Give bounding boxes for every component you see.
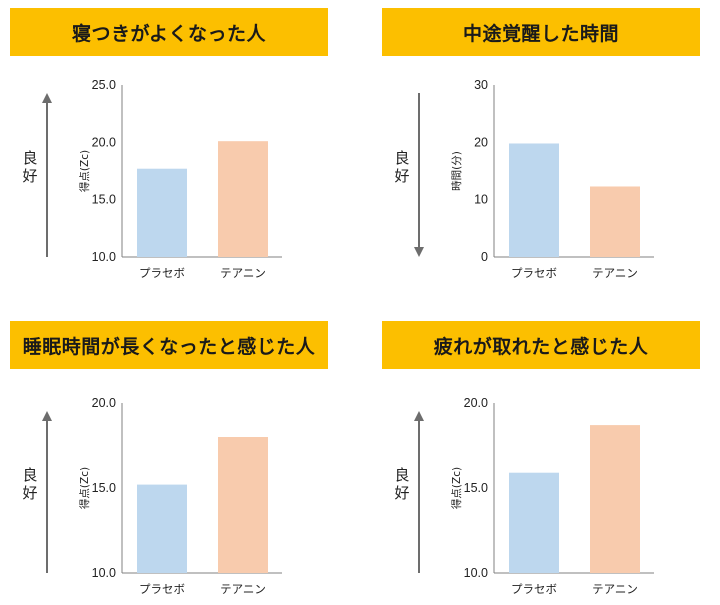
y-tick-label: 10	[474, 193, 488, 207]
chart-title: 中途覚醒した時間	[382, 8, 700, 56]
bar-placebo	[137, 168, 187, 257]
chart-sleep-duration: 10.0 15.0 20.0 得点(Zc) プラセボ テアニン 良好	[22, 396, 282, 596]
y-tick-label: 10.0	[92, 250, 116, 264]
y-axis-label: 時間(分)	[451, 151, 463, 191]
y-axis-label: 得点(Zc)	[451, 467, 463, 509]
y-tick-label: 15.0	[92, 481, 116, 495]
good-direction-label: 好	[22, 484, 37, 502]
arrow-down-icon	[414, 247, 424, 257]
good-direction-label: 良	[394, 466, 409, 484]
chart-title: 睡眠時間が長くなったと感じた人	[10, 321, 328, 369]
arrow-up-icon	[42, 411, 52, 421]
y-tick-label: 15.0	[92, 193, 116, 207]
y-tick-label: 10.0	[92, 566, 116, 580]
x-tick-label: テアニン	[592, 582, 638, 596]
x-tick-label: プラセボ	[511, 582, 557, 596]
x-tick-label: プラセボ	[139, 582, 185, 596]
chart-sleep-onset: 10.0 15.0 20.0 25.0 得点(Zc) プラセボ テアニン 良好	[22, 78, 282, 280]
bar-theanine	[590, 186, 640, 257]
good-direction-label: 良	[394, 149, 409, 167]
bar-placebo	[137, 484, 187, 573]
good-direction-label: 好	[394, 167, 409, 185]
x-tick-label: テアニン	[592, 266, 638, 280]
arrow-up-icon	[42, 93, 52, 103]
y-tick-label: 25.0	[92, 78, 116, 92]
y-tick-label: 30	[474, 78, 488, 92]
y-tick-label: 10.0	[464, 566, 488, 580]
bar-theanine	[218, 141, 268, 257]
bar-placebo	[509, 472, 559, 573]
y-tick-label: 15.0	[464, 481, 488, 495]
arrow-up-icon	[414, 411, 424, 421]
chart-fatigue-relief: 10.0 15.0 20.0 得点(Zc) プラセボ テアニン 良好	[394, 396, 654, 596]
y-tick-label: 20	[474, 135, 488, 149]
panel-mid-waking: 中途覚醒した時間 0 10 20 30 時間(分) プラセボ テアニン 良好	[382, 0, 720, 290]
panel-fatigue-relief: 疲れが取れたと感じた人 10.0 15.0 20.0 得点(Zc) プラセボ テアニン 良好	[382, 313, 720, 603]
panel-sleep-onset: 寝つきがよくなった人 10.0 15.0 20.0 25.0 得点(Zc) プラセボ テアニ…	[10, 0, 348, 290]
bar-theanine	[590, 425, 640, 573]
x-tick-label: プラセボ	[511, 266, 557, 280]
bar-placebo	[509, 143, 559, 257]
panel-sleep-duration: 睡眠時間が長くなったと感じた人 10.0 15.0 20.0 得点(Zc) プラセボ テア…	[10, 313, 348, 603]
good-direction-label: 良	[22, 466, 37, 484]
good-direction-label: 良	[22, 149, 37, 167]
y-axis-label: 得点(Zc)	[79, 467, 91, 509]
chart-title: 寝つきがよくなった人	[10, 8, 328, 56]
y-axis-label: 得点(Zc)	[79, 150, 91, 192]
good-direction-label: 好	[22, 167, 37, 185]
y-tick-label: 20.0	[464, 396, 488, 410]
bar-theanine	[218, 437, 268, 573]
x-tick-label: プラセボ	[139, 266, 185, 280]
chart-title: 疲れが取れたと感じた人	[382, 321, 700, 369]
good-direction-label: 好	[394, 484, 409, 502]
y-tick-label: 20.0	[92, 396, 116, 410]
chart-mid-waking: 0 10 20 30 時間(分) プラセボ テアニン 良好	[394, 78, 654, 280]
y-tick-label: 0	[481, 250, 488, 264]
x-tick-label: テアニン	[220, 266, 266, 280]
y-tick-label: 20.0	[92, 135, 116, 149]
x-tick-label: テアニン	[220, 582, 266, 596]
